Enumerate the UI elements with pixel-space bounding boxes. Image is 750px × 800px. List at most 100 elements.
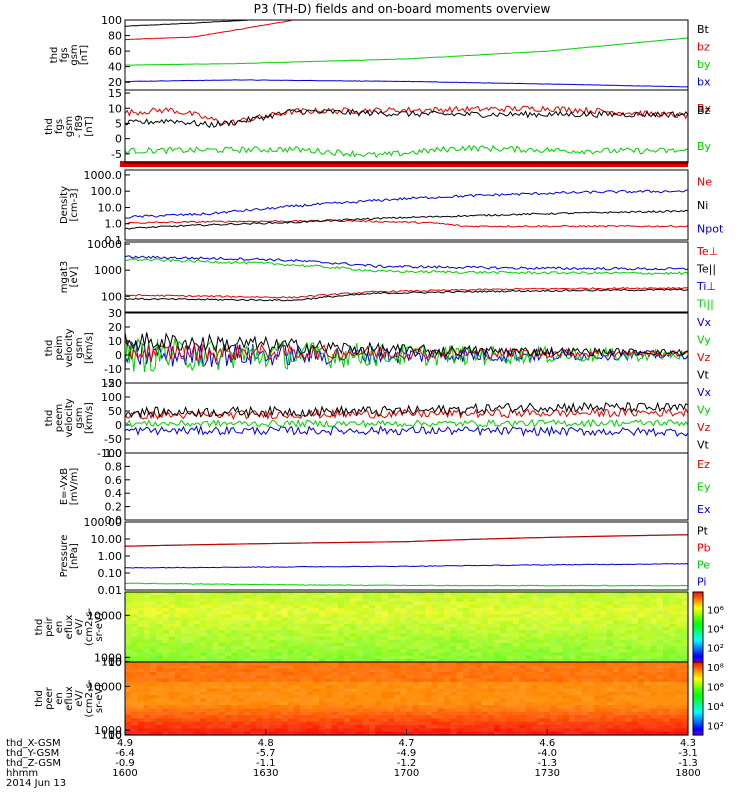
spectrogram-cell xyxy=(681,627,689,631)
spectrogram-cell xyxy=(312,636,320,641)
spectrogram-cell xyxy=(175,611,182,615)
spectrogram-cell xyxy=(606,728,614,733)
spectrogram-cells xyxy=(125,592,689,663)
spectrogram-cell xyxy=(456,721,464,726)
spectrogram-cell xyxy=(556,688,564,693)
spectrogram-cell xyxy=(331,685,339,690)
spectrogram-cell xyxy=(587,725,595,729)
spectrogram-cell xyxy=(193,652,201,657)
spectrogram-cell xyxy=(469,598,476,603)
spectrogram-cell xyxy=(675,636,683,641)
spectrogram-cell xyxy=(187,617,195,622)
spectrogram-cell xyxy=(525,639,533,644)
time-axis-row-label: thd_Y-GSM xyxy=(6,748,59,759)
spectrogram-cell xyxy=(362,607,370,612)
spectrogram-cell xyxy=(419,617,426,622)
spectrogram-cell xyxy=(150,658,157,663)
spectrogram-cell xyxy=(475,592,483,596)
spectrogram-cell xyxy=(306,665,314,670)
spectrogram-cell xyxy=(612,688,620,693)
spectrogram-cell xyxy=(619,658,627,663)
colorbar-segment xyxy=(693,685,703,689)
spectrogram-cell xyxy=(481,685,489,690)
y-axis-label: gsm xyxy=(69,44,80,65)
spectrogram-cell xyxy=(531,698,539,703)
spectrogram-cell xyxy=(519,711,526,716)
spectrogram-cell xyxy=(225,678,232,683)
spectrogram-cell xyxy=(331,639,339,644)
spectrogram-cell xyxy=(262,675,270,680)
spectrogram-cell xyxy=(644,646,652,650)
colorbar-segment xyxy=(693,653,703,656)
spectrogram-cell xyxy=(575,708,583,713)
spectrogram-cell xyxy=(581,595,589,599)
spectrogram-cell xyxy=(581,652,589,657)
y-tick-label: 5 xyxy=(115,117,122,130)
colorbar-segment xyxy=(693,611,703,614)
spectrogram-cell xyxy=(275,658,282,663)
spectrogram-cell xyxy=(494,698,501,703)
spectrogram-cell xyxy=(137,623,145,628)
spectrogram-cell xyxy=(544,592,551,596)
spectrogram-cell xyxy=(544,633,551,638)
spectrogram-cell xyxy=(300,658,308,663)
spectrogram-cell xyxy=(137,658,145,663)
spectrogram-cell xyxy=(669,646,677,650)
spectrogram-cell xyxy=(387,708,395,713)
spectrogram-cell xyxy=(256,711,264,716)
spectrogram-cell xyxy=(262,705,270,710)
spectrogram-cell xyxy=(594,705,602,710)
spectrogram-cell xyxy=(587,705,595,710)
spectrogram-cell xyxy=(225,731,232,736)
spectrogram-cell xyxy=(669,698,677,703)
spectrogram-cell xyxy=(525,636,533,641)
spectrogram-cell xyxy=(625,630,633,634)
spectrogram-cell xyxy=(500,718,508,723)
spectrogram-cell xyxy=(456,607,464,612)
spectrogram-cell xyxy=(500,708,508,713)
spectrogram-cell xyxy=(200,607,207,612)
spectrogram-cell xyxy=(406,731,414,736)
spectrogram-cell xyxy=(131,718,139,723)
spectrogram-cell xyxy=(125,614,132,619)
spectrogram-cell xyxy=(550,636,558,641)
x-tick-label: -1.2 xyxy=(397,758,417,769)
spectrogram-cell xyxy=(612,639,620,644)
spectrogram-cell xyxy=(550,675,558,680)
spectrogram-cell xyxy=(312,725,320,729)
spectrogram-cell xyxy=(262,715,270,720)
spectrogram-cell xyxy=(193,649,201,654)
spectrogram-cell xyxy=(487,598,495,603)
spectrogram-cell xyxy=(218,668,226,673)
spectrogram-cell xyxy=(250,633,257,638)
spectrogram-cell xyxy=(125,671,132,676)
spectrogram-cell xyxy=(368,715,376,720)
spectrogram-cell xyxy=(681,633,689,638)
spectrogram-cell xyxy=(393,705,401,710)
spectrogram-cell xyxy=(381,655,389,660)
spectrogram-cell xyxy=(506,652,514,657)
spectrogram-cell xyxy=(494,633,501,638)
spectrogram-cell xyxy=(325,633,333,638)
spectrogram-cell xyxy=(225,718,232,723)
spectrogram-cell xyxy=(644,655,652,660)
spectrogram-cell xyxy=(625,607,633,612)
spectrogram-cell xyxy=(356,721,364,726)
spectrogram-cell xyxy=(481,691,489,696)
spectrogram-cell xyxy=(594,604,602,609)
spectrogram-cell xyxy=(368,627,376,631)
spectrogram-cell xyxy=(475,665,483,670)
spectrogram-cell xyxy=(343,636,351,641)
spectrogram-cell xyxy=(506,646,514,650)
spectrogram-cell xyxy=(168,614,176,619)
spectrogram-cell xyxy=(256,655,264,660)
spectrogram-cell xyxy=(406,678,414,683)
spectrogram-cell xyxy=(275,649,282,654)
spectrogram-cell xyxy=(656,607,664,612)
spectrogram-cell xyxy=(181,601,189,606)
spectrogram-cell xyxy=(250,695,257,700)
spectrogram-cell xyxy=(537,646,545,650)
colorbar-segment xyxy=(693,694,703,698)
spectrogram-cell xyxy=(212,652,220,657)
spectrogram-cell xyxy=(362,655,370,660)
